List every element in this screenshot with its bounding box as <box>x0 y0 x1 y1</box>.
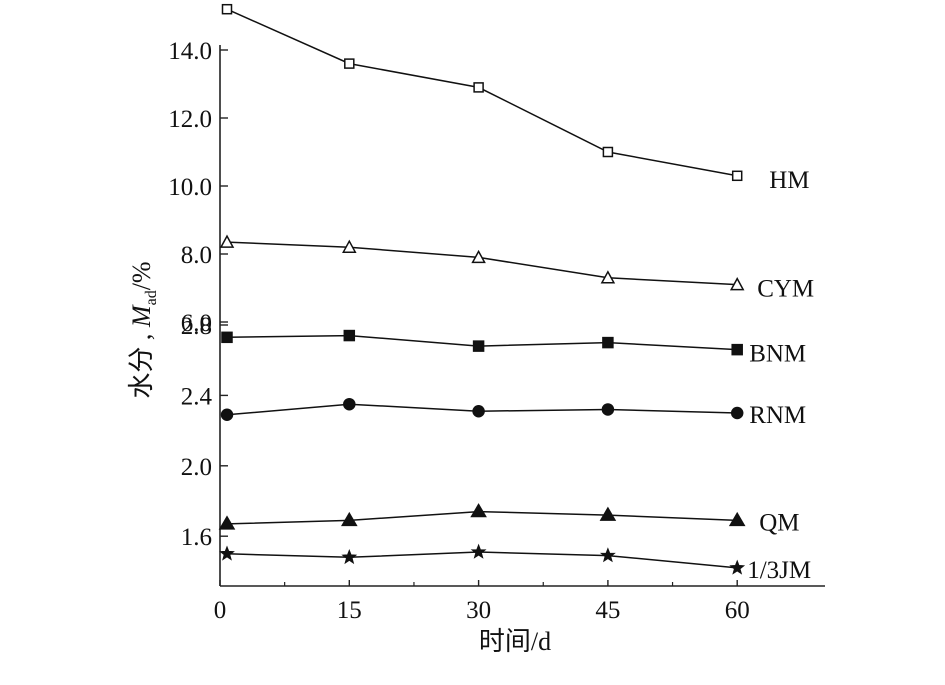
marker-rnm <box>472 404 485 418</box>
marker-1-3jm <box>729 559 746 575</box>
marker-rnm <box>220 408 234 422</box>
series-label-cym: CYM <box>757 276 814 303</box>
x-tick-label: 30 <box>466 597 491 624</box>
marker-bnm <box>731 343 743 356</box>
marker-qm <box>470 503 487 518</box>
y-tick-label: 2.0 <box>181 454 212 481</box>
series-label-1-3jm: 1/3JM <box>747 557 811 584</box>
marker-1-3jm <box>341 548 358 565</box>
marker-hm <box>344 58 355 69</box>
marker-1-3jm <box>470 543 487 559</box>
y-tick-label: 12.0 <box>168 106 212 133</box>
series-label-bnm: BNM <box>749 341 806 368</box>
x-tick-label: 60 <box>725 597 750 624</box>
marker-bnm <box>343 329 356 342</box>
marker-qm <box>340 511 358 527</box>
marker-cym <box>219 234 235 248</box>
marker-hm <box>731 170 743 182</box>
y-axis-label-subscript: ad <box>143 290 160 305</box>
marker-bnm <box>472 340 485 352</box>
marker-cym <box>729 277 745 291</box>
marker-bnm <box>221 331 233 344</box>
y-tick-label: 6.0 <box>181 310 212 337</box>
series-label-qm: QM <box>759 509 799 536</box>
x-tick-label: 45 <box>595 597 620 624</box>
marker-qm <box>218 515 236 530</box>
series-labels: HM CYM BNM RNM QM 1/3JM <box>747 167 814 584</box>
x-tick-label: 0 <box>214 597 227 624</box>
x-axis-label: 时间/d <box>479 627 551 656</box>
y-tick-label: 2.4 <box>181 383 213 410</box>
series-lines <box>226 8 738 569</box>
marker-cym <box>342 239 357 253</box>
marker-qm <box>599 506 617 521</box>
marker-rnm <box>601 403 615 416</box>
y-tick-label: 1.6 <box>181 524 212 551</box>
y-axis-label-suffix: /% <box>127 261 156 290</box>
marker-hm <box>602 146 614 158</box>
axes <box>219 45 825 587</box>
y-tick-label: 8.0 <box>181 242 212 269</box>
series-label-hm: HM <box>769 167 809 194</box>
y-tick-label: 14.0 <box>168 38 212 65</box>
marker-rnm <box>730 406 744 420</box>
marker-1-3jm <box>219 545 235 561</box>
y-tick-label: 2.8 <box>181 313 212 340</box>
series-markers <box>218 3 746 575</box>
y-axis-label: 水分 , Mad/% <box>127 261 160 398</box>
marker-rnm <box>343 397 356 411</box>
y-axis-label-variable: M <box>127 304 156 328</box>
y-tick-label: 10.0 <box>168 174 212 201</box>
y-axis-label-prefix: 水分 , <box>127 327 156 399</box>
marker-qm <box>728 511 746 527</box>
marker-1-3jm <box>599 547 616 563</box>
x-tick-label: 15 <box>337 597 362 624</box>
marker-hm <box>473 82 484 93</box>
series-line-cym <box>226 241 738 286</box>
tick-marks: 01530456016.014.012.010.08.06.02.82.42.0… <box>168 38 750 624</box>
marker-bnm <box>602 336 614 349</box>
marker-cym <box>600 270 616 284</box>
series-label-rnm: RNM <box>749 402 806 429</box>
marker-cym <box>471 249 486 264</box>
marker-hm <box>221 3 233 15</box>
